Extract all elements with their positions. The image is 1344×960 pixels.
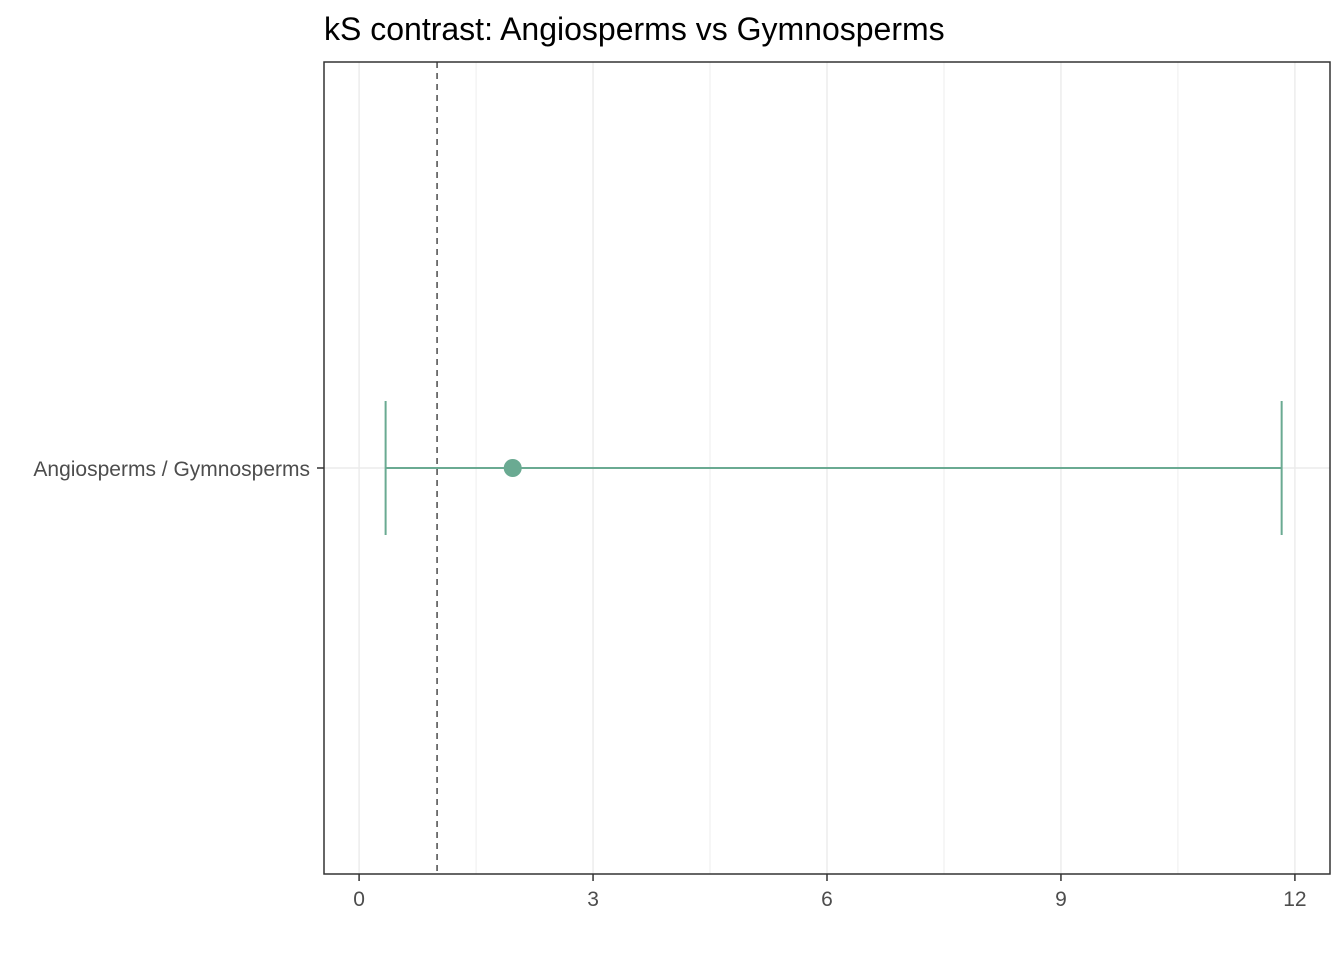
x-tick-label: 6 — [821, 888, 833, 911]
series-layer — [384, 401, 1283, 535]
data-point — [503, 459, 522, 477]
x-tick-label: 0 — [353, 888, 365, 911]
x-tick-label: 9 — [1055, 888, 1067, 911]
x-tick-label: 12 — [1283, 888, 1306, 911]
y-tick-label: Angiosperms / Gymnosperms — [33, 458, 310, 481]
x-tick-label: 3 — [587, 888, 599, 911]
chart-title: kS contrast: Angiosperms vs Gymnosperms — [324, 11, 945, 47]
axis-layer: 0 3 6 9 12 Angiosperms / Gymnosperms — [33, 458, 1306, 911]
